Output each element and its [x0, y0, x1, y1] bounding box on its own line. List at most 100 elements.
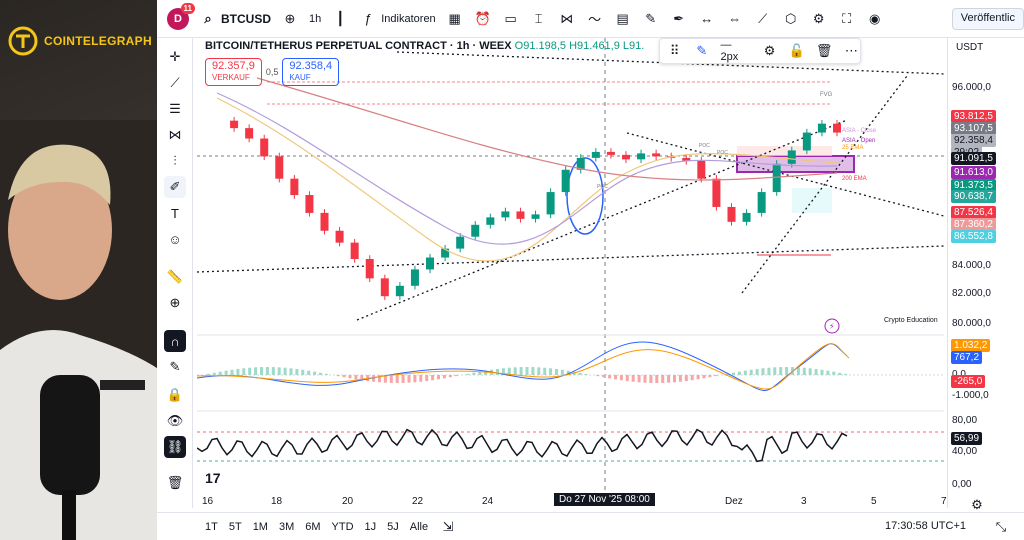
time-axis[interactable]: 16 18 20 22 24 Do 27 Nov '25 08:00 Dez 3…: [197, 492, 947, 510]
spread-value: 0,5: [265, 67, 279, 77]
candle-body: [561, 169, 570, 193]
emoji-icon[interactable]: ☺: [168, 231, 182, 247]
settings-icon[interactable]: ⚙: [763, 43, 776, 58]
range-ytd[interactable]: YTD: [331, 520, 354, 533]
trendline-tool-icon[interactable]: ⟋: [758, 10, 768, 26]
gear-icon[interactable]: ⚙: [812, 10, 825, 26]
link-icon[interactable]: ⛓: [164, 436, 186, 458]
range-5t[interactable]: 5T: [228, 520, 242, 533]
macd-bar: [702, 375, 706, 379]
buy-button[interactable]: 92.358,4 KAUF: [282, 58, 340, 86]
pen-tool-icon[interactable]: ✒: [673, 10, 685, 26]
compare-plus-icon[interactable]: ⊕: [284, 10, 296, 26]
macd-bar: [596, 375, 600, 377]
macd-bar: [295, 368, 299, 375]
brush-icon[interactable]: ✐: [164, 176, 186, 198]
publish-button[interactable]: Veröffentlic: [951, 8, 1024, 30]
macd-bar: [466, 373, 470, 375]
magnet-icon[interactable]: ∩: [164, 330, 186, 352]
macd-bar: [761, 368, 765, 375]
brush-tool-icon[interactable]: ✎: [645, 10, 657, 26]
line-width[interactable]: — 2px: [720, 39, 739, 63]
macd-bar: [283, 367, 287, 375]
crosshair-time-label: Do 27 Nov '25 08:00: [554, 493, 655, 506]
date-range-icon[interactable]: ⇲: [442, 518, 454, 534]
interval-button[interactable]: 1h: [309, 12, 322, 25]
candles-icon[interactable]: ┃: [336, 10, 345, 26]
candle-body: [410, 269, 419, 286]
symbol-search[interactable]: ⌕ BTCUSD: [199, 10, 271, 28]
trendline-icon[interactable]: ⟋: [170, 75, 180, 90]
candle-series: [230, 116, 841, 300]
macd-bar: [324, 373, 328, 375]
macd-bar: [437, 375, 440, 380]
time-tick: 22: [412, 496, 424, 507]
crosshair-icon[interactable]: ✛: [169, 49, 181, 64]
ema-25-label: 25 EMA: [842, 145, 863, 151]
user-avatar[interactable]: D 11: [167, 2, 195, 30]
top-toolbar: D 11 ⌕ BTCUSD ⊕ 1h ┃ ƒ Indikatoren ▦ ⏰ ▭…: [157, 0, 1024, 38]
candle-body: [365, 259, 374, 279]
lightning-icon[interactable]: [824, 318, 840, 334]
macd-bar: [661, 375, 665, 383]
auto-scale-icon[interactable]: ⤡: [995, 519, 1007, 534]
range-3m[interactable]: 3M: [278, 520, 295, 533]
alert-clock-icon[interactable]: ⏰: [474, 10, 491, 26]
projection-tool-icon[interactable]: ▤: [616, 10, 629, 26]
macd-bar: [307, 370, 311, 375]
fib-tool-icon[interactable]: ⌶: [534, 10, 543, 26]
layout-grid-icon[interactable]: ▦: [448, 10, 461, 26]
trade-buttons: 92.357,9 VERKAUF 0,5 92.358,4 KAUF: [205, 58, 340, 86]
macd-bar: [690, 375, 694, 381]
range-tool-icon[interactable]: ↔: [700, 11, 714, 26]
currency-selector[interactable]: USDT: [956, 42, 984, 53]
macd-bar: [649, 375, 653, 383]
range-6m[interactable]: 6M: [305, 520, 321, 533]
macd-bar: [614, 375, 617, 380]
pattern-tool-icon[interactable]: ⋈: [560, 10, 574, 26]
text-icon[interactable]: T: [171, 205, 179, 221]
utc-clock[interactable]: 17:30:58 UTC+1: [884, 520, 966, 532]
candle-body: [802, 132, 811, 151]
range-1m[interactable]: 1M: [252, 520, 268, 533]
price-tag: 87.360,2: [951, 218, 996, 231]
pen-color-icon[interactable]: ✎: [696, 43, 708, 58]
camera-icon[interactable]: ◉: [869, 10, 881, 26]
macd-bar: [419, 375, 423, 382]
rectangle-tool-icon[interactable]: ▭: [504, 10, 517, 26]
lock-icon[interactable]: 🔒: [166, 387, 184, 402]
macd-bar: [767, 367, 771, 375]
drawing-toolbar: ✛ ⟋ ☰ ⋈ ⫶ ✐ T ☺ 📏 ⊕ ∩ ✎ 🔒 👁 ⛓ 🗑: [157, 38, 193, 508]
pencil-lock-icon[interactable]: ✎: [169, 359, 181, 374]
delete-icon[interactable]: 🗑: [815, 43, 833, 58]
more-icon[interactable]: ⋯: [844, 43, 858, 58]
pattern-icon[interactable]: ⋈: [168, 127, 182, 142]
macd-bar: [454, 375, 458, 377]
fib-icon[interactable]: ⫶: [173, 153, 177, 168]
range-5j[interactable]: 5J: [387, 520, 399, 533]
range-1t[interactable]: 1T: [205, 520, 218, 533]
price-axis[interactable]: USDT 96.000,0 84.000,0 82.000,0 80.000,0…: [947, 38, 1024, 512]
fullscreen-icon[interactable]: ⛶: [842, 10, 852, 26]
candle-body: [320, 212, 329, 231]
horizontal-lines-icon[interactable]: ☰: [169, 101, 181, 116]
zoom-in-icon[interactable]: ⊕: [169, 295, 181, 310]
range-alle[interactable]: Alle: [409, 520, 429, 533]
sell-button[interactable]: 92.357,9 VERKAUF: [205, 58, 262, 86]
axis-settings-icon[interactable]: ⚙: [971, 497, 983, 512]
price-chart[interactable]: FVG ASIA - Close ASIA - Open 25 EMA 200 …: [197, 38, 944, 508]
drag-grid-icon[interactable]: ⠿: [669, 43, 680, 58]
trash-icon[interactable]: 🗑: [166, 475, 184, 490]
path-tool-icon[interactable]: 〜: [588, 12, 602, 27]
measure-tool-icon[interactable]: ⇔: [728, 11, 742, 26]
ruler-icon[interactable]: 📏: [166, 269, 184, 284]
macd-bar: [814, 368, 818, 375]
candle-body: [380, 278, 389, 297]
tradingview-logo: 17: [205, 470, 221, 486]
range-1j[interactable]: 1J: [364, 520, 377, 533]
indicators-button[interactable]: ƒ Indikatoren: [359, 10, 436, 28]
rsi-tick: 0,00: [952, 479, 972, 490]
settings-hex-icon[interactable]: ⬡: [785, 10, 797, 26]
eye-icon[interactable]: 👁: [166, 413, 184, 428]
lock-toggle-icon[interactable]: 🔓: [788, 43, 805, 58]
